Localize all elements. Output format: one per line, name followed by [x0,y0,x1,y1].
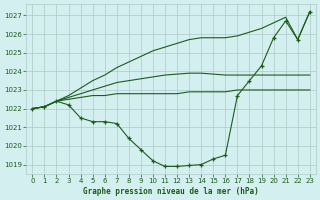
X-axis label: Graphe pression niveau de la mer (hPa): Graphe pression niveau de la mer (hPa) [83,187,259,196]
